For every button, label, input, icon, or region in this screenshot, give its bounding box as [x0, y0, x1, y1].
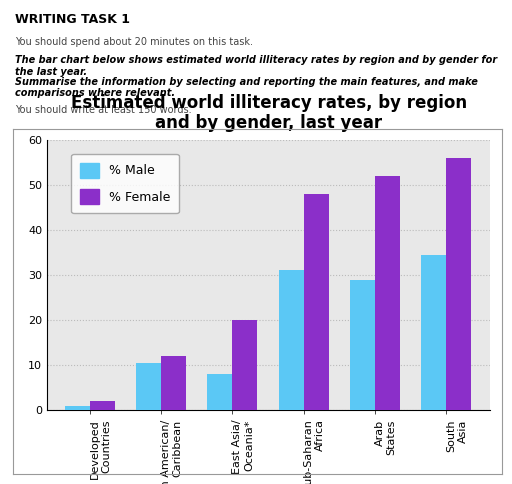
Bar	[375, 176, 400, 410]
Bar	[446, 158, 471, 410]
Bar	[232, 320, 258, 410]
Text: You should spend about 20 minutes on this task.: You should spend about 20 minutes on thi…	[15, 37, 253, 46]
Bar	[350, 280, 375, 410]
Bar	[304, 194, 329, 410]
Text: The bar chart below shows estimated world illiteracy rates by region and by gend: The bar chart below shows estimated worl…	[15, 55, 497, 76]
Bar	[161, 356, 186, 410]
Bar	[207, 374, 232, 410]
Bar	[279, 271, 304, 410]
Bar	[136, 363, 161, 410]
Title: Estimated world illiteracy rates, by region
and by gender, last year: Estimated world illiteracy rates, by reg…	[71, 94, 467, 133]
Text: WRITING TASK 1: WRITING TASK 1	[15, 13, 130, 26]
Text: Summarise the information by selecting and reporting the main features, and make: Summarise the information by selecting a…	[15, 76, 478, 98]
Bar	[65, 406, 90, 410]
Text: You should write at least 150 words.: You should write at least 150 words.	[15, 105, 192, 115]
Bar	[90, 401, 115, 410]
Legend: % Male, % Female: % Male, % Female	[71, 154, 179, 213]
Bar	[421, 255, 446, 410]
